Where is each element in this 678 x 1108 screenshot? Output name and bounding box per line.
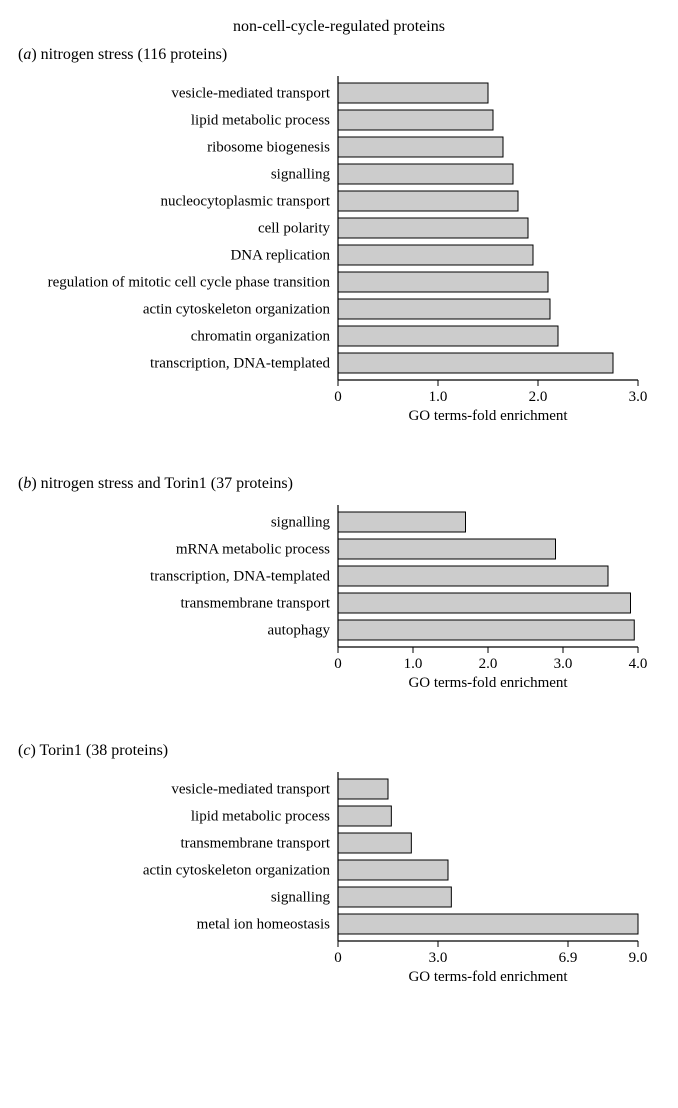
bar [338,353,613,373]
bar-label: nucleocytoplasmic transport [160,193,330,209]
x-tick-label: 0 [334,950,342,966]
x-tick-label: 4.0 [629,656,648,672]
x-tick-label: 2.0 [529,389,548,405]
bar-label: ribosome biogenesis [207,139,330,155]
bar-label: lipid metabolic process [191,808,330,824]
bar-label: chromatin organization [191,328,331,344]
x-tick-label: 0 [334,389,342,405]
bar [338,593,631,613]
panel-title-text: nitrogen stress (116 proteins) [41,46,227,63]
bar-label: autophagy [268,622,331,638]
bar-label: actin cytoskeleton organization [143,301,331,317]
x-tick-label: 6.9 [559,950,578,966]
x-tick-label: 1.0 [429,389,448,405]
x-tick-label: 3.0 [554,656,573,672]
chart-b: signalling mRNA metabolic process transcri… [18,505,658,703]
bar-label: transcription, DNA-templated [150,355,330,371]
bar [338,326,558,346]
bar [338,806,391,826]
bar [338,779,388,799]
bar [338,164,513,184]
chart-c: vesicle-mediated transport lipid metaboli… [18,772,658,997]
bar-label: metal ion homeostasis [197,916,330,932]
bar [338,137,503,157]
bar [338,833,411,853]
bar [338,110,493,130]
bar [338,860,448,880]
x-axis-label: GO terms-fold enrichment [408,969,568,985]
panel-letter: a [23,46,31,63]
panel-title-a: (a) nitrogen stress (116 proteins) [18,46,660,64]
panel-letter: c [23,742,30,759]
panel-a: (a) nitrogen stress (116 proteins) vesicl… [18,46,660,441]
bar-label: regulation of mitotic cell cycle phase t… [48,274,331,290]
panel-b: (b) nitrogen stress and Torin1 (37 prote… [18,475,660,708]
bar [338,620,634,640]
bar-label: cell polarity [258,220,331,236]
bar [338,245,533,265]
x-tick-label: 3.0 [629,389,648,405]
bar [338,218,528,238]
bar [338,566,608,586]
panel-title-text: nitrogen stress and Torin1 (37 proteins) [41,475,293,492]
bar [338,191,518,211]
bar [338,887,451,907]
bar [338,914,638,934]
chart-a: vesicle-mediated transport lipid metaboli… [18,76,658,436]
bar-label: DNA replication [230,247,330,263]
bar [338,272,548,292]
bar-label: vesicle-mediated transport [171,781,331,797]
x-axis-label: GO terms-fold enrichment [408,408,568,424]
bar-label: signalling [271,166,331,182]
bar-label: signalling [271,514,331,530]
bar [338,539,556,559]
main-title: non-cell-cycle-regulated proteins [18,18,660,36]
panel-c: (c) Torin1 (38 proteins) vesicle-mediated… [18,742,660,1002]
bar-label: vesicle-mediated transport [171,85,331,101]
x-axis-label: GO terms-fold enrichment [408,675,568,691]
bar-label: transmembrane transport [180,595,330,611]
bar [338,512,466,532]
panels-container: (a) nitrogen stress (116 proteins) vesicl… [18,46,660,1002]
x-tick-label: 3.0 [429,950,448,966]
x-tick-label: 0 [334,656,342,672]
page: non-cell-cycle-regulated proteins (a) ni… [0,0,678,1066]
x-tick-label: 2.0 [479,656,498,672]
panel-letter: b [23,475,31,492]
bar-label: mRNA metabolic process [176,541,330,557]
bar-label: actin cytoskeleton organization [143,862,331,878]
panel-title-c: (c) Torin1 (38 proteins) [18,742,660,760]
x-tick-label: 9.0 [629,950,648,966]
x-tick-label: 1.0 [404,656,423,672]
bar [338,83,488,103]
bar-label: signalling [271,889,331,905]
panel-title-b: (b) nitrogen stress and Torin1 (37 prote… [18,475,660,493]
bar-label: lipid metabolic process [191,112,330,128]
bar-label: transmembrane transport [180,835,330,851]
panel-title-text: Torin1 (38 proteins) [39,742,168,759]
bar [338,299,550,319]
bar-label: transcription, DNA-templated [150,568,330,584]
